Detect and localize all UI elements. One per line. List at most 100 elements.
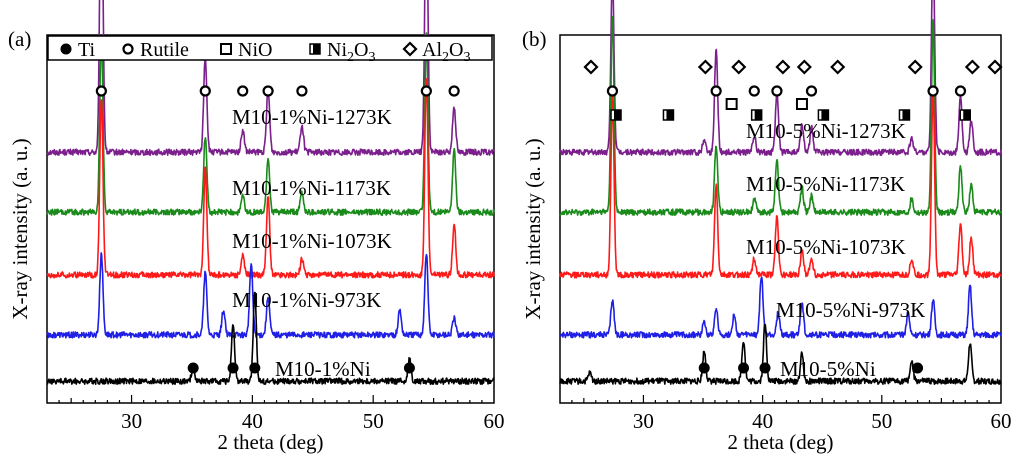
series-line-M10-1%Ni-973K xyxy=(46,252,495,339)
ni2o3-mark-edge xyxy=(610,109,622,121)
legend-subscript: 2 xyxy=(442,50,449,65)
series-label: M10-5%Ni-1273K xyxy=(746,119,906,143)
rutile-mark xyxy=(710,85,722,97)
ni2o3-mark-light xyxy=(751,110,755,120)
series-label: M10-5%Ni-1073K xyxy=(746,235,906,259)
rutile-mark xyxy=(448,85,460,97)
legend-ni-marker-light xyxy=(310,44,313,54)
rutile-mark xyxy=(954,85,967,97)
rutile-mark xyxy=(606,85,619,97)
ni2o3-mark-edge xyxy=(898,109,911,121)
ti-mark xyxy=(912,362,924,374)
legend-label: Al2O3 xyxy=(422,39,470,65)
legend-label: Ni2O3 xyxy=(327,39,375,65)
ti-mark xyxy=(403,362,415,374)
series-line-M10-5%Ni-1173K xyxy=(559,15,1002,216)
legend-ni-marker xyxy=(309,43,321,55)
y-axis-label: X-ray intensity (a. u.) xyxy=(521,138,545,319)
series-label: M10-1%Ni-1173K xyxy=(232,176,391,200)
panel-b: 30 40 50 60 2 theta (deg) X-ray intensity (a.… xyxy=(521,0,1012,454)
ti-mark xyxy=(698,362,710,374)
al2o3-mark xyxy=(775,59,791,75)
rutile-mark xyxy=(296,85,308,97)
plot-frame xyxy=(559,34,1002,404)
legend-label-text: Al xyxy=(422,39,442,61)
ni2o3-mark xyxy=(750,109,763,121)
rutile-mark xyxy=(927,85,939,97)
legend-box xyxy=(47,35,493,61)
legend-ni-marker-edge xyxy=(309,43,321,55)
ni2o3-mark xyxy=(817,109,830,121)
al2o3-mark xyxy=(907,59,923,75)
legend-label: NiO xyxy=(238,39,272,61)
legend-label-text: O xyxy=(449,39,463,61)
ni2o3-mark-light xyxy=(960,110,964,120)
rutile-mark xyxy=(420,85,432,97)
al2o3-mark xyxy=(697,59,713,75)
x-tick-label: 60 xyxy=(991,409,1012,433)
legend-label: Ti xyxy=(78,39,96,61)
ti-mark xyxy=(227,362,239,374)
ni2o3-mark xyxy=(898,109,911,121)
rutile-mark xyxy=(199,85,211,97)
series-label: M10-1%Ni-1073K xyxy=(232,229,392,253)
ni2o3-mark-light xyxy=(663,110,667,120)
ni2o3-mark-edge xyxy=(959,109,971,121)
rutile-mark xyxy=(237,85,249,97)
legend-label-text: Rutile xyxy=(140,39,189,61)
legend-subscript: 2 xyxy=(347,50,354,65)
ni2o3-mark-edge xyxy=(817,109,830,121)
ni2o3-mark-body xyxy=(899,110,910,120)
rutile-mark xyxy=(748,85,760,97)
ni2o3-mark-body xyxy=(818,110,829,120)
panel-a: 30 40 50 60 2 theta (deg) X-ray intensity (a.… xyxy=(8,0,505,454)
legend-subscript: 3 xyxy=(463,50,470,65)
nio-mark xyxy=(795,98,808,110)
series-label: M10-5%Ni-973K xyxy=(776,298,925,322)
series-line-M10-5%Ni-1073K xyxy=(559,89,1002,279)
legend-ti-marker xyxy=(60,43,72,55)
rutile-mark xyxy=(95,85,107,97)
series-label: M10-5%Ni xyxy=(780,357,876,381)
ti-mark xyxy=(759,362,771,374)
series-line-M10-1%Ni-1273K xyxy=(46,0,495,157)
al2o3-mark xyxy=(731,59,747,75)
series-line-M10-1%Ni-1173K xyxy=(46,32,495,216)
legend-subscript: 3 xyxy=(368,50,375,65)
legend-nio-marker xyxy=(220,43,232,55)
legend-label-text: NiO xyxy=(238,39,272,61)
ti-mark xyxy=(249,362,261,374)
series-line-M10-1%Ni xyxy=(46,291,495,385)
x-tick-label: 40 xyxy=(752,409,773,433)
legend-ni-marker-body xyxy=(310,44,320,54)
legend-label-text: Ti xyxy=(78,39,96,61)
series-label: M10-1%Ni-973K xyxy=(232,288,381,312)
ti-mark xyxy=(738,362,750,374)
ni2o3-mark-body xyxy=(960,110,971,120)
nio-mark xyxy=(725,98,738,110)
rutile-mark xyxy=(771,85,783,97)
ni2o3-mark xyxy=(610,109,622,121)
ni2o3-mark xyxy=(959,109,971,121)
ni2o3-mark-light xyxy=(611,110,615,120)
series-line-M10-5%Ni xyxy=(559,323,1002,385)
ni2o3-mark-light xyxy=(818,110,822,120)
ni2o3-mark-body xyxy=(663,110,674,120)
ti-mark xyxy=(187,362,199,374)
x-axis-label: 2 theta (deg) xyxy=(727,430,833,454)
series-line-M10-1%Ni-1073K xyxy=(46,78,495,279)
ni2o3-mark xyxy=(662,109,675,121)
series-line-M10-5%Ni-973K xyxy=(559,276,1002,339)
legend-al-marker xyxy=(402,41,418,57)
x-tick-label: 50 xyxy=(871,409,892,433)
x-tick-label: 40 xyxy=(242,409,263,433)
ni2o3-mark-body xyxy=(611,110,622,120)
panel-label: (b) xyxy=(522,27,547,51)
al2o3-mark xyxy=(796,59,812,75)
y-axis-label: X-ray intensity (a. u.) xyxy=(8,138,32,319)
plot-frame xyxy=(46,34,495,404)
series-label: M10-1%Ni-1273K xyxy=(232,105,392,129)
legend: Ti Rutile NiO Ni2O3 Al2O3 xyxy=(47,35,493,65)
x-axis-label: 2 theta (deg) xyxy=(217,430,323,454)
series-line-M10-5%Ni-1273K xyxy=(559,0,1002,156)
